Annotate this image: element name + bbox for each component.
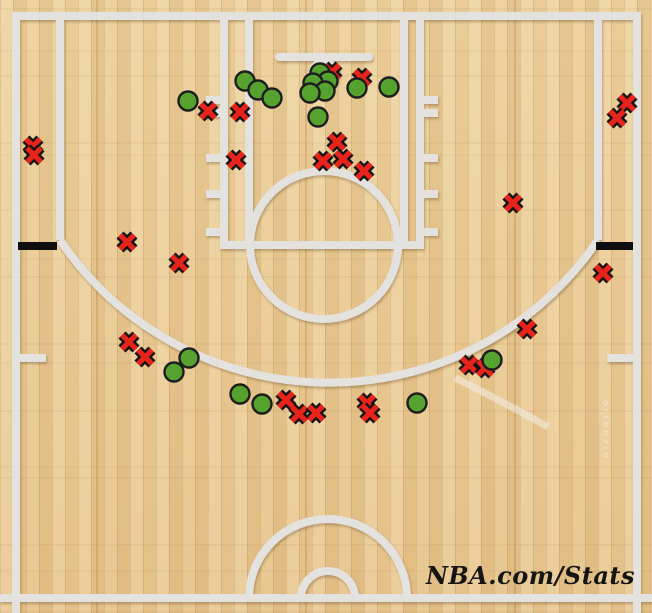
- center-circle-inner: [297, 567, 359, 599]
- missed-shot-marker: [516, 318, 538, 340]
- made-shot-marker: [251, 393, 273, 415]
- made-shot-marker: [178, 347, 200, 369]
- missed-shot-marker: [23, 144, 45, 166]
- made-shot-marker: [378, 76, 400, 98]
- floor-texture-credit: ortenzio: [600, 400, 610, 461]
- missed-shot-marker: [225, 149, 247, 171]
- made-shot-marker: [229, 383, 251, 405]
- missed-shot-marker: [606, 107, 628, 129]
- made-shot-marker: [261, 87, 283, 109]
- made-shot-marker: [177, 90, 199, 112]
- missed-shot-marker: [305, 402, 327, 424]
- missed-shot-marker: [168, 252, 190, 274]
- made-shot-marker: [481, 349, 503, 371]
- missed-shot-marker: [353, 160, 375, 182]
- made-shot-marker: [346, 77, 368, 99]
- missed-shot-marker: [332, 148, 354, 170]
- three-point-arc: [56, 237, 602, 387]
- floor-glare-arc: [453, 374, 550, 431]
- lane-hash-marks-right: [424, 96, 438, 236]
- free-throw-circle: [246, 167, 402, 323]
- nba-stats-watermark: NBA.com/Stats: [425, 561, 635, 590]
- made-shot-marker: [307, 106, 329, 128]
- missed-shot-marker: [312, 150, 334, 172]
- missed-shot-marker: [592, 262, 614, 284]
- made-shot-marker: [163, 361, 185, 383]
- made-shot-marker: [299, 82, 321, 104]
- missed-shot-marker: [458, 354, 480, 376]
- missed-shot-marker: [275, 389, 297, 411]
- missed-shot-marker: [359, 402, 381, 424]
- center-circle-outer: [245, 515, 411, 599]
- missed-shot-marker: [116, 231, 138, 253]
- missed-shot-marker: [229, 101, 251, 123]
- missed-shot-marker: [197, 100, 219, 122]
- missed-shot-marker: [288, 403, 310, 425]
- missed-shot-marker: [134, 346, 156, 368]
- missed-shot-marker: [326, 131, 348, 153]
- missed-shot-marker: [616, 92, 638, 114]
- missed-shot-marker: [502, 192, 524, 214]
- missed-shot-marker: [118, 331, 140, 353]
- made-shot-marker: [406, 392, 428, 414]
